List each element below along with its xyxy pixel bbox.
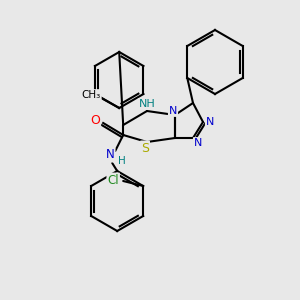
Text: O: O xyxy=(90,115,100,128)
Text: S: S xyxy=(141,142,149,154)
Text: H: H xyxy=(118,156,126,166)
Text: NH: NH xyxy=(139,99,155,109)
Text: N: N xyxy=(194,138,202,148)
Text: CH₃: CH₃ xyxy=(82,90,101,100)
Text: Cl: Cl xyxy=(107,173,119,187)
Text: N: N xyxy=(206,117,214,127)
Text: N: N xyxy=(169,106,177,116)
Text: N: N xyxy=(106,148,115,161)
